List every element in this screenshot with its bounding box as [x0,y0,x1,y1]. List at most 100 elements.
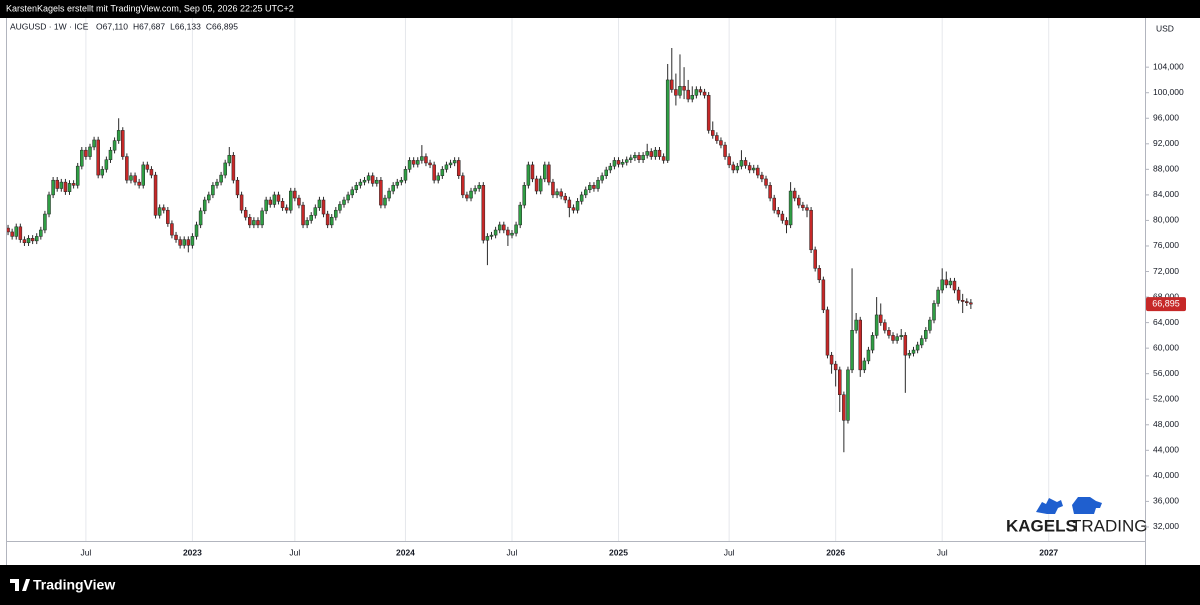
candle-body [485,236,490,241]
candle-body [39,229,43,237]
candle-body [297,197,301,206]
candle-body [170,223,174,236]
candle-body [547,164,551,183]
candle-body [452,160,457,164]
candle-body [878,314,883,323]
candle-body [112,140,117,151]
candle-body [67,183,72,192]
candle-body [764,178,768,186]
candle-body [235,179,240,196]
candle-body [768,185,772,199]
candle-body [456,160,461,176]
y-tick-label: 48,000 [1153,419,1179,429]
candle-body [682,86,686,91]
candle-body [301,204,305,226]
candle-body [743,160,748,166]
candle-body [178,239,182,246]
candle-body [543,164,547,180]
candle-body [493,229,498,236]
footer-logo-icon [10,579,30,591]
candle-body [190,236,195,246]
candle-body [202,199,207,212]
candle-body [440,169,445,176]
footer-brand: TradingView [33,577,115,593]
candle-body [510,232,514,236]
candle-body [924,330,928,339]
candle-body [289,190,293,211]
candle-body [239,194,244,211]
candle-body [665,79,670,161]
y-tick-label: 60,000 [1153,342,1179,352]
candle-body [358,181,363,186]
candle-body [280,201,285,208]
candle-body [145,164,150,170]
candle-body [416,160,420,165]
candle-body [444,164,449,170]
x-tick-label: 2027 [1039,547,1058,557]
candle-body [489,234,494,237]
candle-body [661,156,666,161]
ohlc-legend-value: O67,110 [96,21,128,31]
candle-body [354,185,359,191]
candle-body [960,300,965,302]
candle-body [616,160,621,165]
header-bar [0,0,1200,18]
candle-body [22,239,27,244]
candle-body [260,210,264,226]
candle-body [571,207,576,211]
candle-body [641,155,645,161]
y-tick-label: 32,000 [1153,521,1179,531]
candle-body [919,338,924,346]
ohlc-legend-value: H67,687 [133,21,165,31]
candle-body [633,155,637,159]
candle-body [887,330,891,336]
watermark-second: TRADING [1071,516,1148,535]
candle-body [588,185,592,191]
candle-body [895,336,899,341]
candle-body [891,335,895,341]
candle-body [133,175,137,183]
candle-body [305,220,309,226]
candle-body [338,204,342,211]
candle-body [911,349,916,354]
candle-body [256,220,260,226]
candle-body [735,165,740,171]
candle-body [10,231,14,237]
candle-body [362,179,367,183]
y-tick-label: 68,000 [1153,291,1179,301]
candle-body [772,197,776,211]
candle-body [674,89,678,96]
candle-body [854,319,858,331]
candle-body [428,162,432,166]
header-text: KarstenKagels erstellt mit TradingView.c… [6,3,294,13]
candle-body [141,164,146,186]
candle-body [956,289,961,301]
candle-body [756,167,760,176]
candle-body [620,162,625,165]
candle-body [813,249,817,269]
candle-body [194,224,199,237]
last-price-box [1146,297,1186,312]
x-tick-label: 2023 [183,547,202,557]
candle-body [92,139,96,148]
candle-body [907,353,912,356]
candle-body [63,181,68,192]
x-tick-label: Jul [937,547,948,557]
candle-body [776,209,781,215]
candle-body [129,175,133,181]
candle-body [899,335,903,337]
x-tick-label: Jul [80,547,91,557]
candle-body [366,175,371,181]
y-tick-label: 56,000 [1153,368,1179,378]
price-unit: USD [1156,23,1174,33]
candle-body [108,149,113,161]
candle-body [350,189,354,196]
candle-body [514,224,518,234]
candle-body [59,181,64,189]
candle-body [96,139,100,176]
candle-body [727,156,731,166]
x-tick-label: 2024 [396,547,415,557]
ohlc-legend: O67,110 H67,687 L66,133 C66,895 [96,21,238,31]
x-tick-label: Jul [289,547,300,557]
